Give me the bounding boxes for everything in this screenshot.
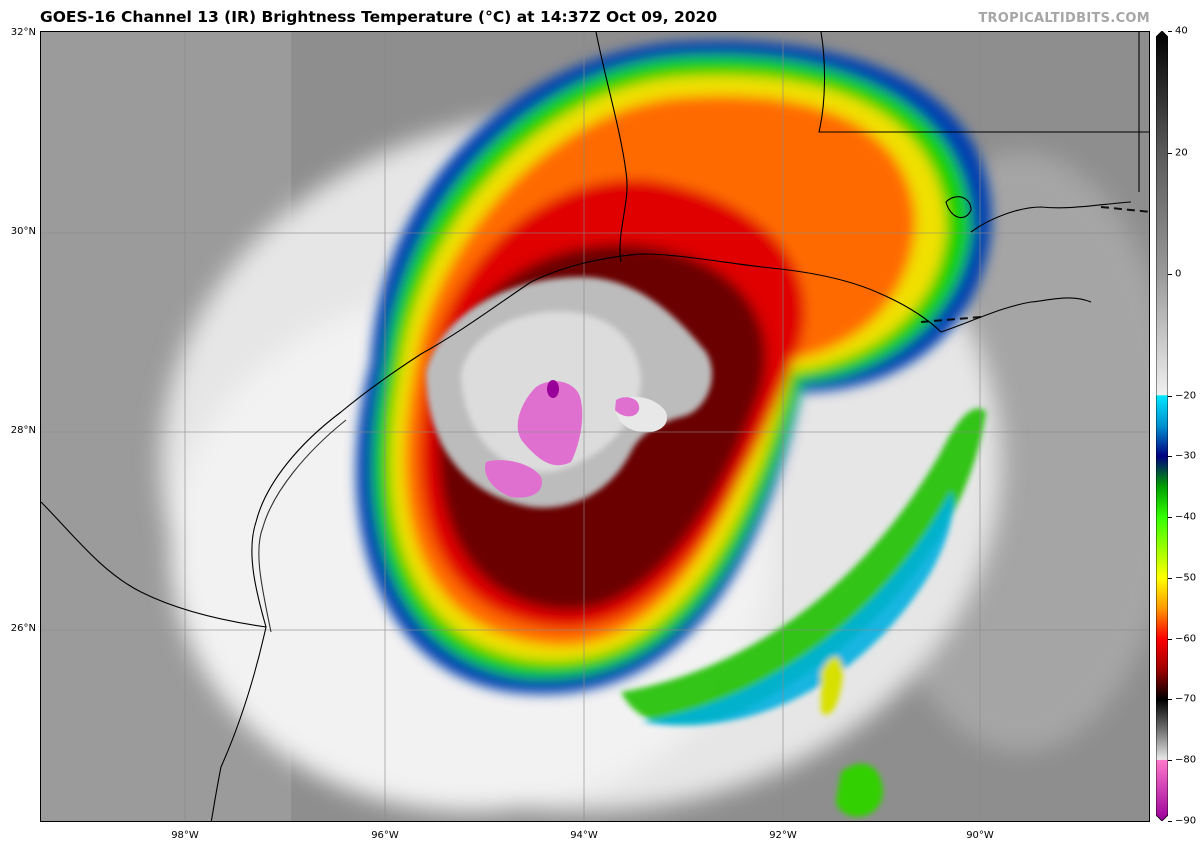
coldest-cloud-tops <box>485 381 640 498</box>
map-title: GOES-16 Channel 13 (IR) Brightness Tempe… <box>40 8 718 26</box>
colorbar-tick <box>1168 578 1172 579</box>
colorbar-tick <box>1168 456 1172 457</box>
lat-lon-grid <box>41 32 1149 821</box>
lat-label: 30°N <box>10 226 36 237</box>
lon-label: 94°W <box>570 830 598 841</box>
colorbar-tick-label: −80 <box>1175 754 1197 766</box>
colorbar-tick-label: −40 <box>1175 511 1197 523</box>
colorbar-tick <box>1168 396 1172 397</box>
colorbar-tick <box>1168 274 1172 275</box>
lon-label: 98°W <box>171 830 199 841</box>
colorbar-tick <box>1168 517 1172 518</box>
lon-label: 92°W <box>769 830 797 841</box>
colorbar-tick <box>1168 153 1172 154</box>
colorbar-tick <box>1168 639 1172 640</box>
lon-label: 96°W <box>371 830 399 841</box>
colorbar-tick <box>1168 760 1172 761</box>
temperature-colorbar <box>1156 31 1168 821</box>
colorbar-tick-label: 0 <box>1175 268 1182 280</box>
colorbar-tick-label: 40 <box>1175 25 1188 37</box>
colorbar-tick <box>1168 821 1172 822</box>
brand-watermark: TROPICALTIDBITS.COM <box>978 11 1150 26</box>
coastlines <box>41 32 1149 821</box>
colorbar-tick-label: −50 <box>1175 572 1197 584</box>
colorbar-tick-label: −30 <box>1175 450 1197 462</box>
colorbar-tick <box>1168 699 1172 700</box>
lat-label: 26°N <box>10 623 36 634</box>
spiral-rainband <box>621 408 986 817</box>
lat-label: 28°N <box>10 425 36 436</box>
colorbar-tick <box>1168 31 1172 32</box>
lat-label: 32°N <box>10 27 36 38</box>
satellite-map <box>40 31 1150 822</box>
satellite-imagery <box>41 32 1149 821</box>
lon-label: 90°W <box>966 830 994 841</box>
colorbar-tick-label: −90 <box>1175 815 1197 827</box>
colorbar-tick-label: −70 <box>1175 693 1197 705</box>
colorbar-tick-label: −20 <box>1175 390 1197 402</box>
colorbar-tick-label: −60 <box>1175 633 1197 645</box>
colorbar-tick-label: 20 <box>1175 147 1188 159</box>
